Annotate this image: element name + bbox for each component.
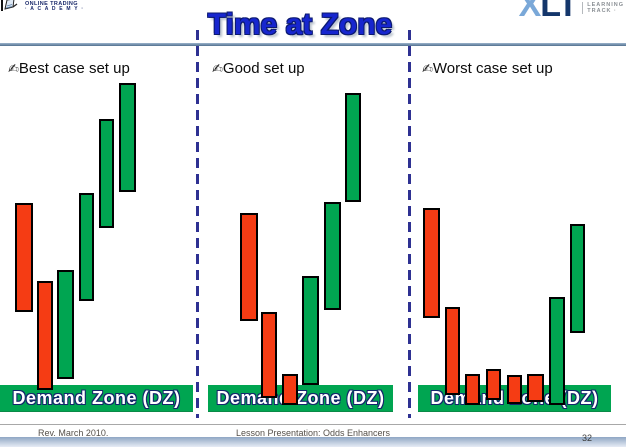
- ota-logo-line2: · A C A D E M Y ·: [25, 6, 85, 12]
- page-number: 32: [581, 433, 592, 443]
- xlt-logo-letters: XLT: [519, 0, 579, 22]
- xlt-logo-caption: LEARNING TRACK ·: [582, 2, 624, 14]
- writing-hand-icon: ✍: [422, 61, 433, 76]
- candle-up: [119, 83, 136, 192]
- panel-label-best-case: ✍Best case set up: [8, 60, 130, 77]
- demand-zone-banner-2: Demand Zone (DZ): [208, 385, 393, 412]
- candle-up: [302, 276, 319, 385]
- title-underline: [0, 43, 626, 46]
- candle-down: [507, 375, 522, 404]
- candle-up: [549, 297, 565, 405]
- xlt-logo: XLT LEARNING TRACK ·: [519, 0, 624, 22]
- candle-down: [37, 281, 53, 390]
- panel-label-text: Worst case set up: [432, 60, 553, 77]
- panel-label-good: ✍Good set up: [212, 60, 305, 77]
- candle-down: [240, 213, 258, 321]
- dashed-separator-2: [408, 30, 411, 418]
- ota-book-icon: [1, 0, 18, 11]
- xlt-caption-line2: TRACK ·: [587, 8, 617, 14]
- footer-divider: [0, 424, 626, 425]
- slide-title: Time at Zone: [207, 8, 393, 41]
- panel-label-worst-case: ✍Worst case set up: [422, 60, 553, 77]
- candle-down: [282, 374, 298, 405]
- candle-down: [423, 208, 440, 318]
- panel-label-text: Good set up: [222, 60, 305, 77]
- candle-up: [79, 193, 94, 301]
- candle-up: [570, 224, 585, 333]
- xlt-caption-line1: LEARNING: [587, 2, 624, 8]
- writing-hand-icon: ✍: [212, 61, 223, 76]
- xlt-letters: LT: [540, 0, 578, 24]
- dashed-separator-1: [196, 30, 199, 418]
- candle-down: [261, 312, 277, 398]
- candle-up: [99, 119, 114, 228]
- demand-zone-banner-1: Demand Zone (DZ): [0, 385, 193, 412]
- xlt-letter-accent: X: [518, 0, 542, 24]
- ota-logo-line1: ONLINE TRADING: [25, 1, 78, 7]
- online-trading-academy-logo: ONLINE TRADING · A C A D E M Y ·: [1, 0, 84, 15]
- candle-down: [486, 369, 501, 400]
- candle-up: [345, 93, 361, 202]
- candle-up: [57, 270, 74, 379]
- footer-lesson-title: Lesson Presentation: Odds Enhancers: [235, 428, 391, 438]
- candle-up: [324, 202, 341, 310]
- candle-down: [465, 374, 480, 405]
- footer-revision: Rev. March 2010.: [38, 428, 109, 438]
- panel-label-text: Best case set up: [18, 60, 130, 77]
- bottom-accent-strip: [0, 437, 626, 447]
- ota-logo-text: ONLINE TRADING · A C A D E M Y ·: [25, 1, 85, 12]
- writing-hand-icon: ✍: [8, 61, 19, 76]
- candle-down: [527, 374, 544, 402]
- candle-down: [445, 307, 460, 395]
- candle-down: [15, 203, 33, 312]
